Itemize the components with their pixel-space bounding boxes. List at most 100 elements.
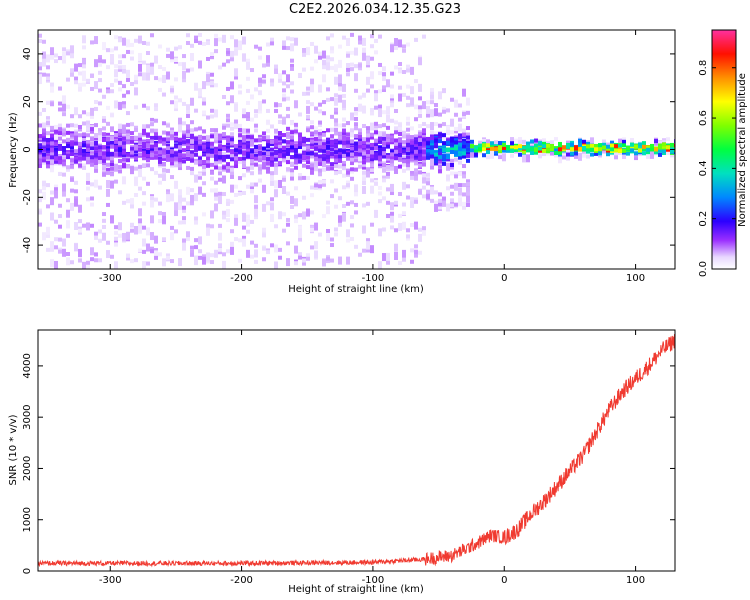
spectrogram-cell: [406, 64, 410, 69]
spectrogram-cell: [438, 132, 442, 137]
spectrogram-cell: [362, 144, 366, 149]
spectrogram-cell: [142, 103, 146, 108]
spectrogram-cell: [322, 153, 326, 158]
spectrogram-cell: [266, 135, 270, 140]
spectrogram-cell: [310, 125, 314, 130]
spectrogram-cell: [142, 131, 146, 136]
spectrogram-cell: [326, 62, 330, 71]
spectrogram-cell: [178, 137, 182, 142]
spectrogram-cell: [238, 90, 242, 95]
spectrogram-cell: [286, 217, 290, 222]
spectrogram-cell: [230, 153, 234, 158]
spectrogram-cell: [346, 62, 350, 71]
spectrogram-cell: [250, 240, 254, 245]
spectrogram-cell: [138, 186, 142, 191]
spectrogram-cell: [106, 143, 110, 148]
spectrogram-cell: [406, 155, 410, 160]
spectrogram-cell: [38, 198, 42, 203]
spectrogram-cell: [202, 101, 206, 106]
spectrogram-cell: [382, 88, 386, 93]
spectrogram-cell: [66, 141, 70, 146]
x-tick-label: -100: [362, 273, 385, 284]
spectrogram-cell: [78, 141, 82, 146]
spectrogram-cell: [238, 84, 242, 89]
spectrogram-cell: [462, 128, 466, 137]
spectrogram-cell: [290, 155, 294, 160]
spectrogram-cell: [298, 213, 302, 218]
spectrogram-cell: [442, 133, 446, 138]
spectrogram-cell: [278, 179, 282, 188]
spectrogram-cell: [210, 143, 214, 148]
spectrogram-cell: [274, 64, 278, 69]
spectrogram-cell: [50, 125, 54, 130]
spectrogram-cell: [414, 140, 418, 145]
spectrogram-cell: [362, 248, 366, 253]
spectrogram-cell: [442, 157, 446, 162]
spectrogram-cell: [214, 149, 218, 154]
spectrogram-cell: [118, 60, 122, 65]
spectrogram-cell: [294, 245, 298, 254]
spectrogram-cell: [366, 201, 370, 206]
spectrogram-cell: [66, 77, 70, 82]
spectrogram-cell: [306, 137, 310, 142]
spectrogram-cell: [186, 68, 190, 73]
spectrogram-cell: [402, 141, 406, 150]
spectrogram-cell: [422, 121, 426, 126]
spectrogram-cell: [130, 153, 134, 158]
spectrogram-cell: [274, 166, 278, 175]
spectrogram-cell: [74, 80, 78, 85]
spectrogram-cell: [386, 133, 390, 138]
spectrogram-cell: [334, 164, 338, 169]
spectrogram-cell: [106, 167, 110, 172]
spectrogram-cell: [86, 197, 90, 202]
spectrogram-cell: [238, 141, 242, 146]
spectrogram-cell: [38, 154, 42, 159]
spectrogram-cell: [234, 68, 238, 77]
spectrogram-cell: [390, 84, 394, 89]
spectrogram-cell: [414, 161, 418, 166]
spectrogram-cell: [66, 252, 70, 257]
spectrogram-cell: [438, 169, 442, 174]
spectrogram-cell: [118, 233, 122, 238]
spectrogram-cell: [462, 154, 466, 159]
spectrogram-cell: [350, 223, 354, 228]
spectrogram-cell: [242, 156, 246, 161]
spectrogram-cell: [158, 219, 162, 224]
spectrogram-cell: [454, 150, 458, 155]
spectrogram-cell: [306, 253, 310, 258]
spectrogram-cell: [650, 150, 654, 159]
spectrogram-cell: [458, 145, 462, 150]
spectrogram-cell: [226, 135, 230, 140]
spectrogram-cell: [330, 151, 334, 156]
spectrogram-cell: [106, 162, 110, 167]
spectrogram-cell: [282, 153, 286, 158]
spectrogram-cell: [314, 45, 318, 54]
spectrogram-cell: [590, 143, 594, 148]
spectrogram-cell: [82, 223, 86, 228]
spectrogram-cell: [186, 165, 190, 170]
spectrogram-cell: [242, 114, 246, 119]
spectrogram-cell: [102, 116, 106, 121]
spectrogram-cell: [122, 144, 126, 149]
spectrogram-cell: [222, 156, 226, 161]
spectrogram-cell: [370, 150, 374, 155]
spectrogram-cell: [298, 252, 302, 257]
spectrogram-cell: [214, 192, 218, 197]
spectrogram-cell: [130, 166, 134, 175]
spectrogram-cell: [430, 150, 434, 155]
spectrogram-cell: [202, 166, 206, 175]
spectrogram-cell: [110, 53, 114, 62]
spectrogram-cell: [442, 141, 446, 146]
spectrogram-cell: [350, 236, 354, 241]
spectrogram-cell: [658, 148, 662, 153]
spectrogram-cell: [562, 155, 566, 160]
spectrogram-cell: [98, 133, 102, 142]
spectrogram-cell: [246, 146, 250, 151]
spectrogram-cell: [386, 154, 390, 159]
spectrogram-cell: [262, 184, 266, 193]
spectrogram-cell: [450, 150, 454, 155]
spectrogram-cell: [322, 258, 326, 267]
spectrogram-cell: [98, 60, 102, 65]
spectrogram-cell: [394, 138, 398, 143]
spectrogram-cell: [62, 95, 66, 104]
